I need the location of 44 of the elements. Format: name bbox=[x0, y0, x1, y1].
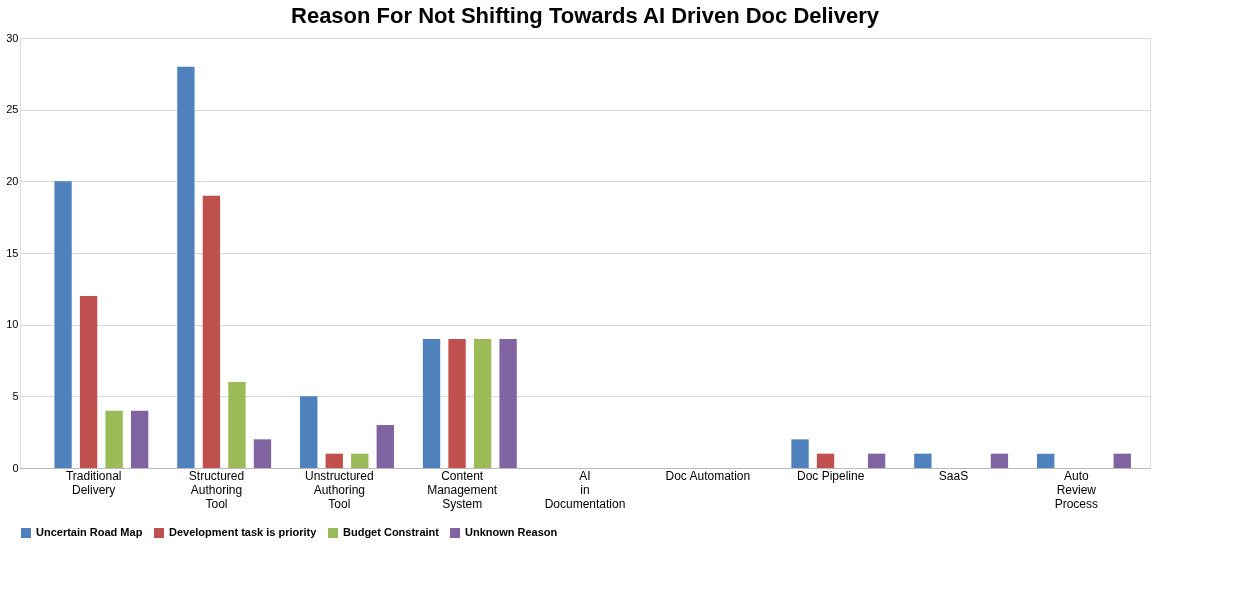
x-tick-label: Content Management System bbox=[427, 468, 498, 511]
bar bbox=[228, 382, 246, 468]
legend-label: Development task is priority bbox=[169, 526, 318, 538]
y-tick-label: 5 bbox=[12, 389, 19, 402]
bar bbox=[816, 453, 835, 468]
bar bbox=[990, 453, 1009, 468]
bar bbox=[1037, 453, 1055, 468]
bar bbox=[79, 296, 98, 468]
y-tick-label: 30 bbox=[6, 31, 19, 44]
bar bbox=[253, 439, 272, 468]
x-tick-label: Unstructured Authoring Tool bbox=[305, 468, 374, 511]
bar bbox=[1113, 453, 1131, 468]
bar bbox=[130, 410, 149, 468]
x-tick-label: Auto Review Process bbox=[1054, 468, 1098, 511]
bar bbox=[177, 66, 195, 468]
bar bbox=[325, 453, 343, 468]
x-tick-label: Traditional Delivery bbox=[65, 468, 122, 497]
bar bbox=[422, 339, 441, 468]
y-tick-label: 25 bbox=[6, 103, 19, 116]
x-tick-label: Doc Automation bbox=[665, 468, 751, 483]
y-tick-label: 10 bbox=[6, 318, 19, 331]
x-tick-label: Doc Pipeline bbox=[796, 468, 865, 483]
legend-label: Unknown Reason bbox=[465, 526, 558, 538]
bar bbox=[499, 339, 517, 468]
chart-title: Reason For Not Shifting Towards AI Driven Doc Delivery bbox=[291, 3, 880, 28]
x-tick-label: AI in Documentation bbox=[544, 468, 626, 511]
bar bbox=[202, 195, 221, 468]
bar bbox=[105, 410, 123, 468]
bar bbox=[448, 339, 466, 468]
bar bbox=[867, 453, 886, 468]
x-tick-label: Structured Authoring Tool bbox=[188, 468, 245, 511]
y-tick-label: 20 bbox=[6, 174, 19, 187]
bar bbox=[351, 453, 369, 468]
bar bbox=[54, 181, 72, 468]
x-tick-label: SaaS bbox=[938, 468, 969, 483]
bar bbox=[791, 439, 809, 468]
y-tick-label: 0 bbox=[12, 461, 19, 474]
bar bbox=[914, 453, 932, 468]
legend-label: Budget Constraint bbox=[343, 526, 440, 538]
y-tick-label: 15 bbox=[6, 246, 19, 259]
bar bbox=[473, 339, 492, 468]
bar bbox=[376, 425, 394, 468]
bar bbox=[300, 396, 318, 468]
legend-label: Uncertain Road Map bbox=[36, 526, 143, 538]
